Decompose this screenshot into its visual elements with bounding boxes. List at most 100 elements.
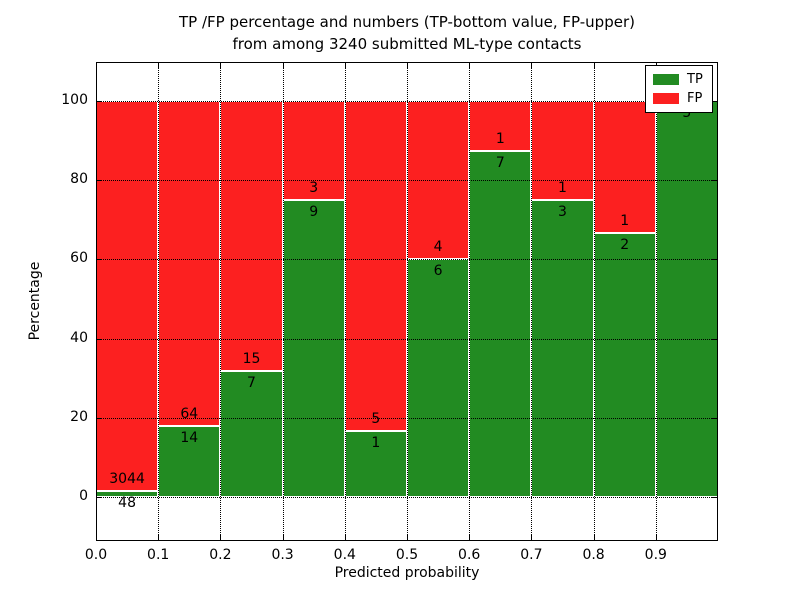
x-axis-label: Predicted probability xyxy=(334,565,480,581)
y-tick xyxy=(96,259,102,261)
x-tick-label: 0.7 xyxy=(520,547,543,563)
bar-segment-fp xyxy=(220,101,283,371)
x-tick-label: 0.4 xyxy=(333,547,356,563)
gridline-v xyxy=(593,62,595,541)
bar-label-fp: 4 xyxy=(433,239,443,256)
x-tick xyxy=(407,535,408,541)
bar-label-tp: 48 xyxy=(118,494,136,511)
gridline-v xyxy=(282,62,284,541)
bar-segment-tp xyxy=(469,150,532,497)
x-tick xyxy=(531,62,533,68)
bar-label-fp: 3044 xyxy=(109,470,145,487)
bar-label-fp: 1 xyxy=(495,130,505,147)
legend-item-fp: FP xyxy=(653,92,705,105)
gridline-v xyxy=(655,62,657,541)
bar-segment-tp xyxy=(407,259,470,497)
x-tick-label: 0.3 xyxy=(271,547,294,563)
bar-label-fp: 1 xyxy=(558,180,567,196)
x-tick xyxy=(282,62,284,68)
gridline-v xyxy=(344,62,346,541)
bar-label-tp: 1 xyxy=(371,435,381,451)
bar-segment-fp xyxy=(469,101,532,151)
y-tick xyxy=(712,259,718,261)
bar-label-fp: 64 xyxy=(180,405,199,422)
y-tick-label: 20 xyxy=(70,408,88,425)
bar-label-tp: 7 xyxy=(247,375,256,391)
bar-segment-fp xyxy=(344,101,407,431)
x-tick xyxy=(220,62,222,68)
y-tick xyxy=(712,180,718,182)
y-tick xyxy=(96,417,102,419)
x-tick xyxy=(344,62,346,68)
bar-label-tp: 3 xyxy=(558,204,567,220)
x-tick xyxy=(469,62,471,68)
x-tick xyxy=(469,535,471,541)
x-tick xyxy=(344,535,346,541)
bar-segment-tp xyxy=(344,431,407,497)
bar-label-tp: 2 xyxy=(620,237,630,253)
bar-label-fp: 15 xyxy=(242,351,261,367)
y-tick xyxy=(96,497,102,498)
bar-segment-fp xyxy=(158,101,221,426)
chart-title-line2: from among 3240 submitted ML-type contac… xyxy=(232,35,582,53)
y-tick-label: 60 xyxy=(70,250,88,267)
y-tick xyxy=(96,338,102,340)
x-tick xyxy=(96,62,97,68)
x-tick xyxy=(655,535,657,541)
y-tick-label: 40 xyxy=(70,329,88,346)
bar-segment-fp xyxy=(282,101,345,200)
legend-label-tp: TP xyxy=(687,72,703,88)
fp-color-swatch xyxy=(653,92,679,104)
x-tick-label: 0.2 xyxy=(209,547,232,563)
y-tick-label: 100 xyxy=(61,92,88,108)
x-tick xyxy=(158,535,160,541)
bar-segment-tp xyxy=(655,101,718,497)
y-tick xyxy=(96,180,102,182)
x-tick xyxy=(220,535,222,541)
legend: TP FP xyxy=(645,65,713,113)
bar-segment-fp xyxy=(593,101,656,233)
y-tick xyxy=(96,101,102,102)
y-tick-label: 0 xyxy=(79,488,88,504)
x-tick-label: 0.0 xyxy=(84,547,108,563)
x-tick xyxy=(407,62,408,68)
x-tick-label: 0.9 xyxy=(644,547,667,563)
bar-label-fp: 1 xyxy=(620,213,630,229)
x-tick xyxy=(593,62,595,68)
gridline-v xyxy=(469,62,471,541)
x-tick-label: 0.1 xyxy=(147,547,170,563)
bar-segment-tp xyxy=(531,200,594,497)
x-tick xyxy=(96,535,97,541)
bar-label-fp: 3 xyxy=(309,180,319,196)
gridline-v xyxy=(220,62,222,541)
x-tick-label: 0.5 xyxy=(395,547,419,563)
bar-label-tp: 14 xyxy=(180,429,199,446)
y-tick xyxy=(712,417,718,419)
x-tick-label: 0.8 xyxy=(582,547,605,563)
bar-label-fp: 5 xyxy=(371,411,381,427)
gridline-v xyxy=(407,62,408,541)
bar-segment-tp xyxy=(593,233,656,497)
chart-title-line1: TP /FP percentage and numbers (TP-bottom… xyxy=(179,13,635,31)
gridline-v xyxy=(158,62,160,541)
x-tick-label: 0.6 xyxy=(458,547,481,563)
legend-item-tp: TP xyxy=(653,73,705,86)
bar-label-tp: 9 xyxy=(309,204,319,220)
y-tick xyxy=(712,338,718,340)
x-tick xyxy=(158,62,160,68)
gridline-v xyxy=(531,62,533,541)
y-tick xyxy=(712,101,718,102)
bar-segment-fp xyxy=(96,101,159,491)
y-axis-label: Percentage xyxy=(27,261,43,341)
x-tick xyxy=(593,535,595,541)
bar-label-tp: 5 xyxy=(682,105,692,121)
bar-label-tp: 6 xyxy=(433,263,443,280)
y-tick-label: 80 xyxy=(70,171,88,188)
bar-segment-tp xyxy=(220,371,283,497)
x-tick xyxy=(531,535,533,541)
y-tick xyxy=(712,497,718,498)
bar-segment-fp xyxy=(531,101,594,200)
x-tick xyxy=(282,535,284,541)
bar-segment-tp xyxy=(282,200,345,497)
